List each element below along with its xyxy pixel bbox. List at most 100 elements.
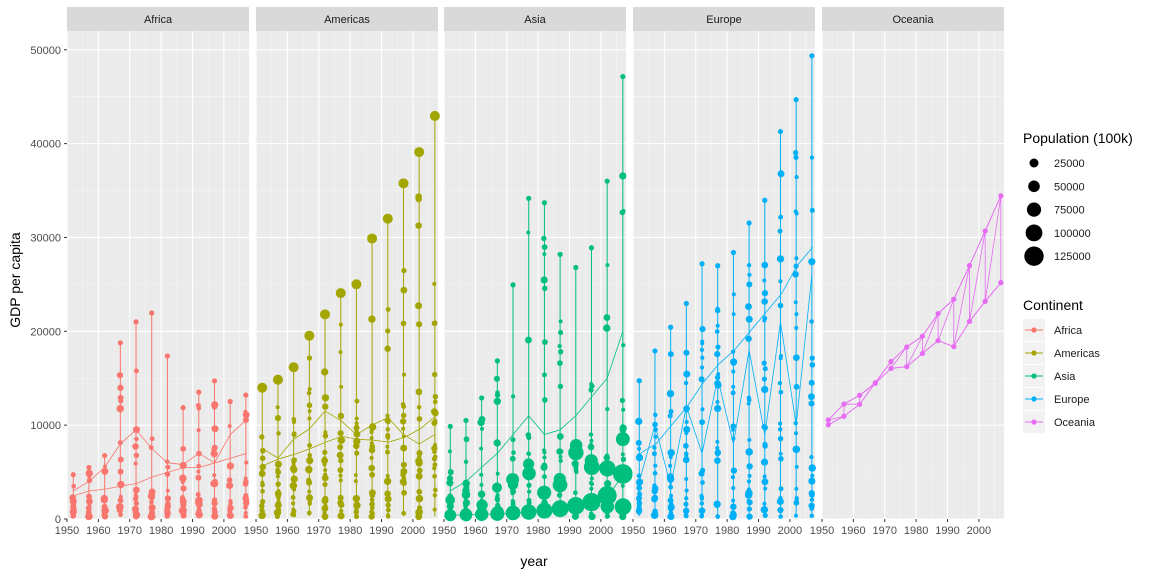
data-point [339, 508, 344, 513]
data-point [637, 506, 642, 511]
data-point [415, 302, 423, 310]
panel-background [444, 31, 626, 519]
data-point [86, 464, 92, 471]
data-point [809, 319, 814, 324]
data-point [385, 513, 390, 518]
data-point [87, 508, 92, 513]
data-point [134, 436, 139, 442]
x-tick-label: 1990 [369, 525, 393, 537]
data-point [573, 264, 579, 271]
data-point [761, 360, 767, 366]
trace-line [640, 246, 814, 454]
data-point [400, 444, 408, 452]
x-tick-label: 1980 [149, 525, 173, 537]
data-point [762, 441, 768, 447]
x-tick-label: 1970 [307, 525, 331, 537]
data-point [227, 398, 233, 405]
data-point [793, 300, 798, 305]
data-point [493, 375, 500, 382]
data-point [652, 470, 658, 476]
data-point [260, 509, 265, 514]
data-point [414, 147, 425, 158]
data-point [809, 207, 815, 213]
data-point [321, 394, 330, 402]
data-point [165, 501, 171, 507]
data-point [494, 358, 500, 364]
data-point [683, 405, 690, 412]
data-point [448, 482, 453, 487]
data-point [777, 421, 783, 426]
data-point [132, 443, 139, 450]
data-point [195, 474, 202, 481]
data-point [385, 502, 391, 508]
data-point [306, 402, 313, 409]
size-legend: Population (100k) 25000 50000 75000 100000 1… [1023, 130, 1133, 268]
data-point [683, 442, 689, 449]
y-tick-label: 0 [55, 514, 61, 526]
data-point [416, 467, 423, 474]
data-point [304, 330, 315, 341]
data-point [307, 409, 312, 414]
data-point [619, 397, 626, 404]
data-point [778, 389, 784, 395]
data-point [400, 471, 406, 478]
data-point [619, 172, 627, 180]
data-point [367, 233, 378, 244]
data-point [337, 430, 344, 437]
data-point [275, 469, 282, 475]
x-tick-label: 1960 [463, 525, 487, 537]
data-point [620, 483, 625, 488]
data-point [525, 432, 532, 438]
x-axis-title: year [520, 553, 548, 569]
data-point [653, 434, 658, 439]
data-point [463, 436, 470, 443]
data-point [747, 437, 752, 443]
data-point [353, 437, 361, 445]
data-point [745, 315, 753, 323]
data-point [761, 478, 769, 486]
data-point [730, 423, 737, 430]
data-point [307, 501, 312, 506]
size-legend-title: Population (100k) [1023, 130, 1133, 146]
data-point [432, 507, 437, 512]
data-point [382, 213, 393, 224]
series-europe [635, 53, 816, 521]
data-point [493, 439, 501, 447]
data-point [337, 512, 345, 520]
data-point [148, 509, 156, 516]
data-point [243, 510, 248, 515]
data-point [731, 436, 736, 441]
data-point [291, 432, 297, 438]
data-point [777, 128, 784, 135]
data-point [714, 329, 720, 334]
data-point [384, 490, 391, 497]
data-point [322, 449, 328, 455]
data-point [275, 474, 280, 479]
data-point [525, 460, 532, 466]
data-point [714, 457, 721, 464]
data-point [636, 485, 643, 491]
x-tick-label: 2000 [778, 525, 802, 537]
size-legend-marker [1026, 202, 1042, 217]
data-point [244, 460, 249, 465]
data-point [588, 442, 594, 448]
data-point [792, 445, 801, 454]
data-point [275, 481, 281, 487]
data-point [243, 493, 249, 499]
data-point [761, 385, 769, 394]
data-point [714, 350, 721, 358]
data-point [288, 362, 299, 373]
data-point [307, 489, 312, 494]
color-legend-label: Africa [1054, 325, 1083, 337]
y-tick-label: 30000 [30, 232, 61, 244]
data-point [746, 397, 752, 403]
data-point [794, 486, 799, 491]
facet-strip-label: Asia [524, 14, 546, 26]
data-point [597, 486, 617, 506]
data-point [613, 464, 633, 484]
data-point [400, 402, 406, 407]
data-point [323, 472, 328, 477]
data-point [683, 380, 689, 386]
data-point [762, 512, 768, 518]
data-point [760, 506, 769, 514]
